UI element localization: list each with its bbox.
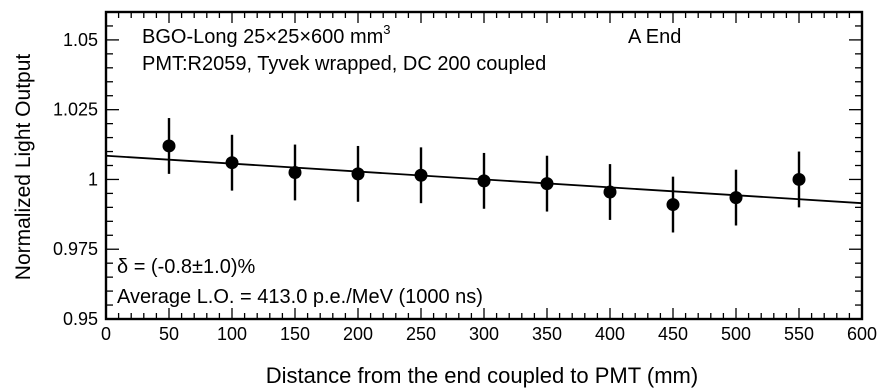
x-tick-label: 450 bbox=[658, 324, 688, 344]
x-tick-label: 500 bbox=[721, 324, 751, 344]
chart-title-end-label: A End bbox=[628, 26, 681, 48]
tick-labels: 0 50 100 150 200 250 300 350 400 450 500 550 600 0.95… bbox=[53, 30, 877, 344]
data-point bbox=[225, 156, 239, 170]
x-tick-label: 100 bbox=[217, 324, 247, 344]
data-point bbox=[792, 172, 806, 186]
x-tick-label: 350 bbox=[532, 324, 562, 344]
data-point bbox=[351, 167, 365, 181]
x-tick-label: 150 bbox=[280, 324, 310, 344]
y-tick-label: 1.05 bbox=[63, 30, 98, 50]
chart-title-superscript: 3 bbox=[383, 22, 390, 37]
annotation-average-lo: Average L.O. = 413.0 p.e./MeV (1000 ns) bbox=[117, 286, 483, 308]
y-tick-label: 0.95 bbox=[63, 309, 98, 329]
x-tick-label: 400 bbox=[595, 324, 625, 344]
chart-title-main: BGO-Long 25×25×600 mm bbox=[142, 26, 383, 48]
data-point bbox=[288, 165, 302, 179]
plot-frame bbox=[104, 10, 864, 321]
data-point bbox=[540, 177, 554, 191]
data-point bbox=[414, 168, 428, 182]
x-tick-label: 600 bbox=[847, 324, 877, 344]
data-point bbox=[729, 191, 743, 205]
data-point bbox=[603, 185, 617, 199]
data-point bbox=[666, 198, 680, 212]
x-axis-label: Distance from the end coupled to PMT (mm… bbox=[266, 363, 698, 388]
y-tick-label: 0.975 bbox=[53, 239, 98, 259]
annotation-delta: δ = (-0.8±1.0)% bbox=[117, 256, 255, 278]
chart-title-line-2: PMT:R2059, Tyvek wrapped, DC 200 coupled bbox=[142, 53, 546, 75]
y-axis-label: Normalized Light Output bbox=[12, 54, 35, 281]
x-tick-label: 200 bbox=[343, 324, 373, 344]
y-tick-label: 1 bbox=[88, 169, 98, 189]
x-tick-label: 300 bbox=[469, 324, 499, 344]
y-tick-label: 1.025 bbox=[53, 100, 98, 120]
x-tick-label: 50 bbox=[159, 324, 179, 344]
data-points bbox=[162, 118, 806, 233]
x-tick-label: 550 bbox=[784, 324, 814, 344]
data-point bbox=[162, 139, 176, 153]
chart-title-line-1: BGO-Long 25×25×600 mm3 bbox=[142, 22, 391, 48]
x-tick-label: 250 bbox=[406, 324, 436, 344]
x-tick-label: 0 bbox=[101, 324, 111, 344]
data-point bbox=[477, 174, 491, 188]
